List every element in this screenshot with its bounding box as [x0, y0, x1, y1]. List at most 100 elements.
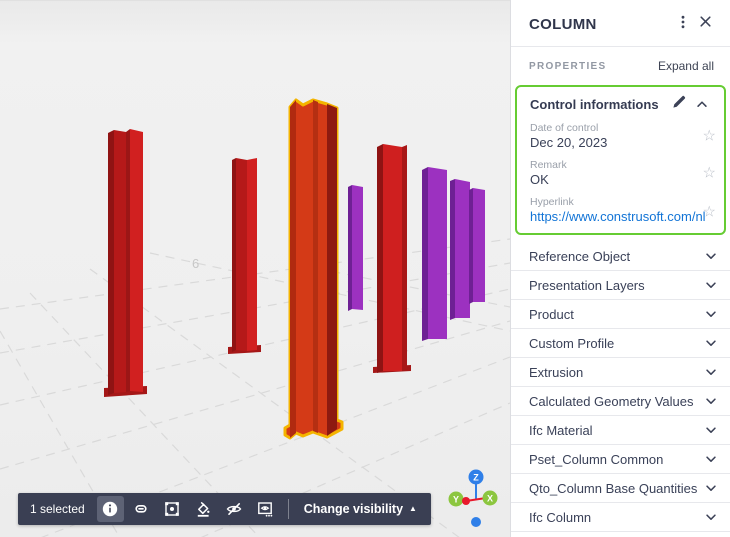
section-row-reference-object[interactable]: Reference Object [511, 242, 730, 271]
gizmo-z-axis[interactable] [468, 469, 484, 485]
section-row-extrusion[interactable]: Extrusion [511, 358, 730, 387]
field-value: Dec 20, 2023 [530, 135, 608, 150]
fit-view-button[interactable] [159, 496, 186, 522]
field-label: Remark [530, 159, 567, 171]
section-label: Qto_Column Base Quantities [529, 480, 698, 496]
purple-column-4[interactable] [469, 188, 485, 304]
section-label: Ifc Column [529, 509, 592, 525]
change-visibility-label: Change visibility [303, 502, 404, 516]
pencil-icon [670, 93, 687, 115]
chevron-down-icon [704, 307, 718, 321]
gizmo-y-axis[interactable] [448, 491, 464, 507]
purple-column-2[interactable] [422, 167, 447, 341]
chevron-down-icon [704, 278, 718, 292]
selection-toolbar: 1 selected [18, 493, 431, 525]
chevron-down-icon [704, 394, 718, 408]
link-icon [132, 500, 150, 518]
chevron-down-icon [704, 365, 718, 379]
panel-title: COLUMN [529, 15, 597, 33]
section-label: Pset_Column Common [529, 451, 664, 467]
purple-column-1[interactable] [348, 185, 363, 311]
header-divider [511, 46, 730, 47]
link-button[interactable] [128, 496, 155, 522]
paint-bucket-icon [194, 500, 212, 518]
section-row-pset-column-common[interactable]: Pset_Column Common [511, 445, 730, 474]
gizmo-y-label: Y [453, 495, 459, 505]
chevron-down-icon [704, 510, 718, 524]
edit-button[interactable] [666, 94, 690, 114]
chevron-down-icon [704, 452, 718, 466]
field-label: Date of control [530, 122, 599, 134]
isolate-view-icon [256, 500, 274, 518]
section-row-calculated-geometry-values[interactable]: Calculated Geometry Values [511, 387, 730, 416]
fit-view-icon [163, 500, 181, 518]
expand-all-button[interactable]: Expand all [657, 59, 714, 73]
properties-row: PROPERTIES Expand all [511, 47, 730, 82]
info-button[interactable] [96, 496, 124, 522]
section-row-custom-profile[interactable]: Custom Profile [511, 329, 730, 358]
property-field-date-of-control: Date of control Dec 20, 2023 ☆ [517, 117, 724, 154]
isolate-button[interactable] [252, 496, 279, 522]
properties-label: PROPERTIES [529, 60, 607, 72]
chevron-up-icon [695, 97, 709, 111]
section-label: Reference Object [529, 248, 631, 264]
more-options-button[interactable] [672, 13, 694, 35]
star-icon[interactable]: ☆ [702, 127, 716, 144]
chevron-down-icon [704, 249, 718, 263]
navigation-gizmo[interactable]: Z Y X [448, 469, 498, 528]
section-label: Ifc Material [529, 422, 593, 438]
section-label: Presentation Layers [529, 277, 645, 293]
section-label: Extrusion [529, 364, 584, 380]
hide-button[interactable] [221, 496, 248, 522]
gizmo-origin-dot [462, 497, 470, 505]
scene-canvas: 6 [0, 98, 510, 537]
kebab-menu-icon [675, 14, 691, 35]
control-informations-section: Control informations [515, 85, 726, 235]
property-field-remark: Remark OK ☆ [517, 154, 724, 191]
section-row-qto-column-base-quantities[interactable]: Qto_Column Base Quantities [511, 474, 730, 503]
section-row-presentation-layers[interactable]: Presentation Layers [511, 271, 730, 300]
red-column-2[interactable] [228, 158, 261, 354]
chevron-down-icon [704, 481, 718, 495]
selected-count-label: 1 selected [30, 502, 85, 516]
chevron-down-icon [704, 423, 718, 437]
red-column-selected[interactable] [283, 98, 344, 440]
chevron-up-icon: ▲ [409, 504, 417, 513]
property-field-hyperlink: Hyperlink https://www.construsoft.com/nl… [517, 191, 724, 233]
info-icon [101, 500, 119, 518]
gizmo-x-label: X [487, 494, 493, 504]
panel-header: COLUMN [511, 0, 730, 46]
red-column-3[interactable] [373, 144, 411, 373]
hyperlink-value[interactable]: https://www.construsoft.com/nl [530, 209, 706, 224]
field-label: Hyperlink [530, 196, 574, 208]
3d-viewport[interactable]: 6 [0, 0, 510, 537]
grid-axis-label: 6 [192, 256, 199, 271]
gizmo-z-label: Z [473, 473, 479, 483]
section-label: Product [529, 306, 574, 322]
change-visibility-button[interactable]: Change visibility ▲ [300, 502, 421, 516]
control-informations-header[interactable]: Control informations [517, 87, 724, 117]
gizmo-x-axis[interactable] [482, 490, 498, 506]
section-row-ifc-material[interactable]: Ifc Material [511, 416, 730, 445]
toolbar-divider [287, 499, 289, 519]
section-label: Custom Profile [529, 335, 615, 351]
close-panel-button[interactable] [694, 13, 716, 35]
section-row-ifc-column[interactable]: Ifc Column [511, 503, 730, 532]
gizmo-home-dot[interactable] [471, 517, 481, 527]
chevron-down-icon [704, 336, 718, 350]
paint-button[interactable] [190, 496, 217, 522]
collapse-section-button[interactable] [690, 94, 714, 114]
star-icon[interactable]: ☆ [702, 203, 716, 221]
section-label: Calculated Geometry Values [529, 393, 694, 409]
close-icon [698, 14, 713, 34]
red-column-1[interactable] [104, 129, 147, 397]
field-value: OK [530, 172, 549, 187]
purple-column-3[interactable] [450, 179, 470, 320]
star-icon[interactable]: ☆ [702, 164, 716, 181]
section-row-product[interactable]: Product [511, 300, 730, 329]
eye-off-icon [225, 500, 243, 518]
properties-panel: COLUMN [510, 0, 730, 537]
sections-list: Reference Object Presentation Layers Pro… [511, 242, 730, 532]
section-title: Control informations [530, 96, 659, 112]
